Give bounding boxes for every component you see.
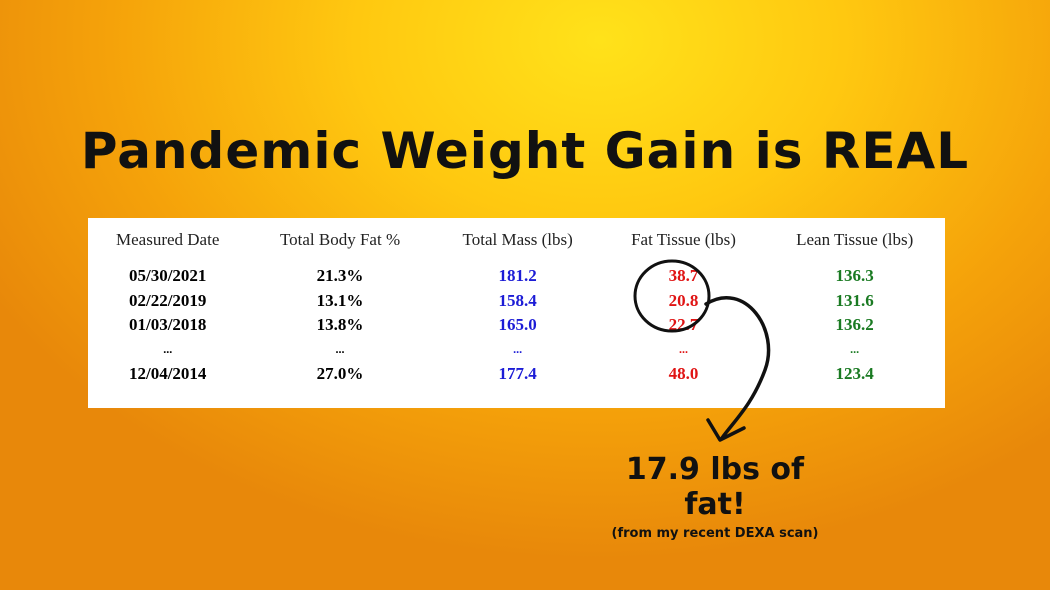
column-header: Total Body Fat % — [279, 230, 401, 249]
table-cell: 165.0 — [498, 315, 537, 335]
table-cell: 20.8 — [668, 290, 699, 310]
annotation: 17.9 lbs of fat! (from my recent DEXA sc… — [595, 452, 835, 541]
table-cell: 158.4 — [498, 290, 537, 310]
table-row: 12/04/2014 27.0% 177.4 48.0 123.4 — [88, 362, 945, 387]
table-row: 02/22/2019 13.1% 158.4 20.8 131.6 — [88, 289, 945, 314]
column-header: Lean Tissue (lbs) — [796, 230, 914, 249]
table-cell: 13.1% — [316, 290, 364, 310]
table-row: 01/03/2018 13.8% 165.0 22.7 136.2 — [88, 313, 945, 338]
table-cell: 21.3% — [316, 266, 364, 286]
table-panel: Measured Date Total Body Fat % Total Mass … — [88, 218, 945, 408]
table-cell: 48.0 — [668, 363, 699, 383]
column-header: Total Mass (lbs) — [462, 230, 573, 249]
table-cell: 05/30/2021 — [128, 266, 207, 286]
annotation-note: (from my recent DEXA scan) — [611, 526, 819, 541]
header-row: Measured Date Total Body Fat % Total Mass … — [88, 230, 945, 264]
title: Pandemic Weight Gain is REAL — [80, 122, 970, 180]
table-cell: 01/03/2018 — [128, 315, 207, 335]
arrow-head — [706, 418, 746, 442]
arrow — [704, 296, 771, 440]
table-cell: 136.2 — [835, 315, 874, 335]
table-cell: ... — [850, 342, 860, 356]
table-cell: 27.0% — [316, 363, 364, 383]
table-cell: 02/22/2019 — [128, 290, 207, 310]
table-row: ............... — [88, 338, 945, 362]
table-row: 05/30/2021 21.3% 181.2 38.7 136.3 — [88, 264, 945, 289]
table-cell: 38.7 — [668, 266, 699, 286]
table-cell: 181.2 — [498, 266, 537, 286]
table-cell: ... — [513, 342, 523, 356]
annotation-text: 17.9 lbs of fat! — [625, 452, 805, 522]
table-cell: 177.4 — [498, 363, 537, 383]
circle — [633, 259, 711, 333]
table-cell: ... — [335, 342, 345, 356]
column-header: Fat Tissue (lbs) — [631, 230, 736, 249]
table-cell: ... — [679, 342, 688, 356]
table-cell: 136.3 — [835, 266, 874, 286]
table-cell: 12/04/2014 — [128, 363, 207, 383]
table-cell: 131.6 — [835, 290, 874, 310]
data-table: Measured Date Total Body Fat % Total Mass … — [88, 230, 945, 386]
table-cell: ... — [163, 342, 173, 356]
column-header: Measured Date — [116, 230, 220, 249]
table-cell: 123.4 — [835, 363, 874, 383]
table-cell: 13.8% — [316, 315, 364, 335]
